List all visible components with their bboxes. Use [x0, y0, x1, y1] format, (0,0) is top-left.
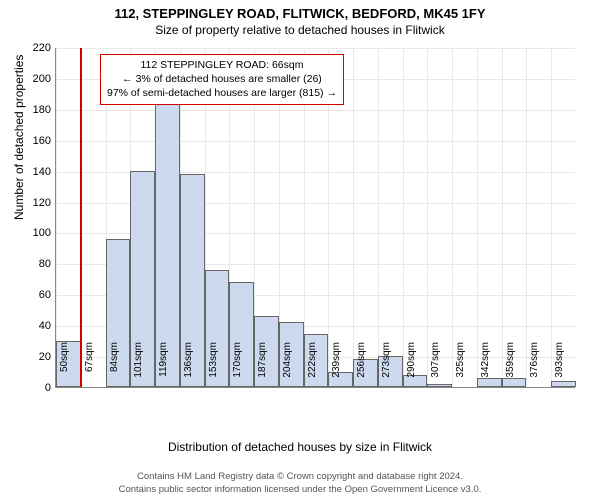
grid-line-v [427, 48, 428, 387]
x-tick-label: 376sqm [529, 342, 540, 392]
x-tick-label: 67sqm [84, 342, 95, 392]
grid-line-v [403, 48, 404, 387]
annotation-line: 97% of semi-detached houses are larger (… [107, 86, 337, 100]
grid-line-h [56, 110, 575, 111]
y-tick-label: 0 [21, 382, 51, 394]
annotation-line: 112 STEPPINGLEY ROAD: 66sqm [107, 58, 337, 72]
x-tick-label: 170sqm [232, 342, 243, 392]
x-tick-label: 325sqm [455, 342, 466, 392]
x-tick-label: 290sqm [406, 342, 417, 392]
page-subtitle: Size of property relative to detached ho… [0, 21, 600, 37]
x-tick-label: 222sqm [307, 342, 318, 392]
x-tick-label: 136sqm [183, 342, 194, 392]
x-tick-label: 239sqm [331, 342, 342, 392]
x-tick-label: 153sqm [208, 342, 219, 392]
y-tick-label: 200 [21, 73, 51, 85]
x-tick-label: 84sqm [109, 342, 120, 392]
y-tick-label: 80 [21, 258, 51, 270]
property-marker-line [80, 48, 82, 387]
y-tick-label: 160 [21, 135, 51, 147]
x-tick-label: 342sqm [480, 342, 491, 392]
grid-line-v [502, 48, 503, 387]
y-tick-label: 120 [21, 197, 51, 209]
y-tick-label: 140 [21, 166, 51, 178]
grid-line-v [551, 48, 552, 387]
y-tick-label: 100 [21, 227, 51, 239]
x-tick-label: 273sqm [381, 342, 392, 392]
x-axis-label: Distribution of detached houses by size … [0, 440, 600, 454]
x-tick-label: 187sqm [257, 342, 268, 392]
y-tick-label: 220 [21, 42, 51, 54]
x-tick-label: 256sqm [356, 342, 367, 392]
grid-line-v [477, 48, 478, 387]
x-tick-label: 393sqm [554, 342, 565, 392]
y-tick-label: 60 [21, 289, 51, 301]
y-tick-label: 20 [21, 351, 51, 363]
y-tick-label: 180 [21, 104, 51, 116]
page-title: 112, STEPPINGLEY ROAD, FLITWICK, BEDFORD… [0, 0, 600, 21]
x-tick-label: 101sqm [133, 342, 144, 392]
grid-line-v [452, 48, 453, 387]
x-tick-label: 359sqm [505, 342, 516, 392]
x-tick-label: 307sqm [430, 342, 441, 392]
footer-line-2: Contains public sector information licen… [0, 484, 600, 496]
x-tick-label: 119sqm [158, 342, 169, 392]
x-tick-label: 204sqm [282, 342, 293, 392]
chart-area: 02040608010012014016018020022050sqm67sqm… [55, 48, 575, 418]
grid-line-h [56, 48, 575, 49]
y-tick-label: 40 [21, 320, 51, 332]
footer-line-1: Contains HM Land Registry data © Crown c… [0, 471, 600, 483]
annotation-line: ← 3% of detached houses are smaller (26) [107, 72, 337, 86]
grid-line-v [378, 48, 379, 387]
plot-area: 02040608010012014016018020022050sqm67sqm… [55, 48, 575, 388]
footer-attribution: Contains HM Land Registry data © Crown c… [0, 471, 600, 496]
grid-line-v [353, 48, 354, 387]
grid-line-h [56, 141, 575, 142]
grid-line-v [56, 48, 57, 387]
x-tick-label: 50sqm [59, 342, 70, 392]
grid-line-v [526, 48, 527, 387]
annotation-box: 112 STEPPINGLEY ROAD: 66sqm← 3% of detac… [100, 54, 344, 105]
